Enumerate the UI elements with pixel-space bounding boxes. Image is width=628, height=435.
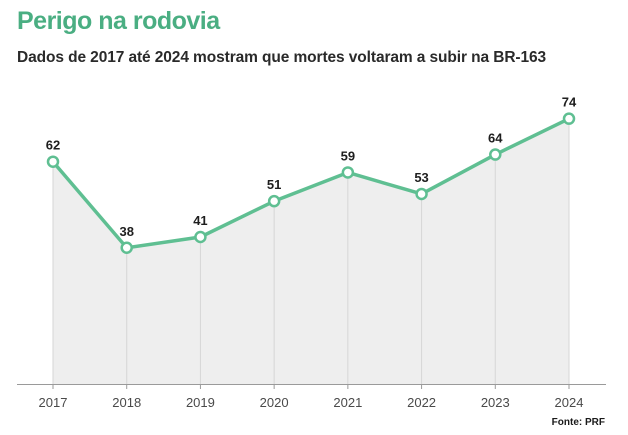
- x-tick-label-2023: 2023: [481, 395, 510, 410]
- source-note: Fonte: PRF: [551, 417, 605, 428]
- data-label-2020: 51: [267, 177, 281, 192]
- x-tick-label-2020: 2020: [260, 395, 289, 410]
- data-label-2018: 38: [119, 224, 133, 239]
- data-point-2023: [489, 148, 502, 161]
- x-tick-label-2017: 2017: [39, 395, 68, 410]
- data-point-2017: [46, 155, 60, 168]
- data-point-2021: [341, 166, 355, 179]
- data-label-2021: 59: [341, 148, 355, 163]
- x-tick-label-2019: 2019: [186, 395, 215, 410]
- tick-layer: 2017 2018 2019 2020 2021 2022 2023 2024: [39, 395, 584, 410]
- data-label-2023: 64: [488, 131, 503, 146]
- data-label-2017: 62: [46, 138, 60, 153]
- x-tick-label-2022: 2022: [407, 395, 436, 410]
- data-label-2019: 41: [193, 213, 207, 228]
- grid-layer: [52, 118, 570, 384]
- axis-layer: [17, 384, 606, 389]
- chart-subtitle: Dados de 2017 até 2024 mostram que morte…: [17, 49, 547, 66]
- point-layer: [46, 112, 576, 255]
- data-point-2020: [267, 194, 281, 208]
- x-tick-label-2024: 2024: [555, 395, 584, 410]
- line-layer: [51, 116, 571, 250]
- data-point-2024: [562, 112, 576, 125]
- data-point-2019: [194, 230, 207, 244]
- series-line-mortes: [51, 116, 571, 250]
- x-tick-label-2018: 2018: [112, 395, 141, 410]
- chart-title: Perigo na rodovia: [17, 7, 220, 35]
- label-layer: 62 38 41 51 59 53 64 74: [46, 95, 577, 239]
- x-tick-label-2021: 2021: [333, 395, 362, 410]
- data-label-2022: 53: [414, 170, 428, 185]
- data-point-2018: [120, 241, 133, 255]
- data-point-2022: [415, 187, 428, 201]
- data-label-2024: 74: [562, 95, 577, 110]
